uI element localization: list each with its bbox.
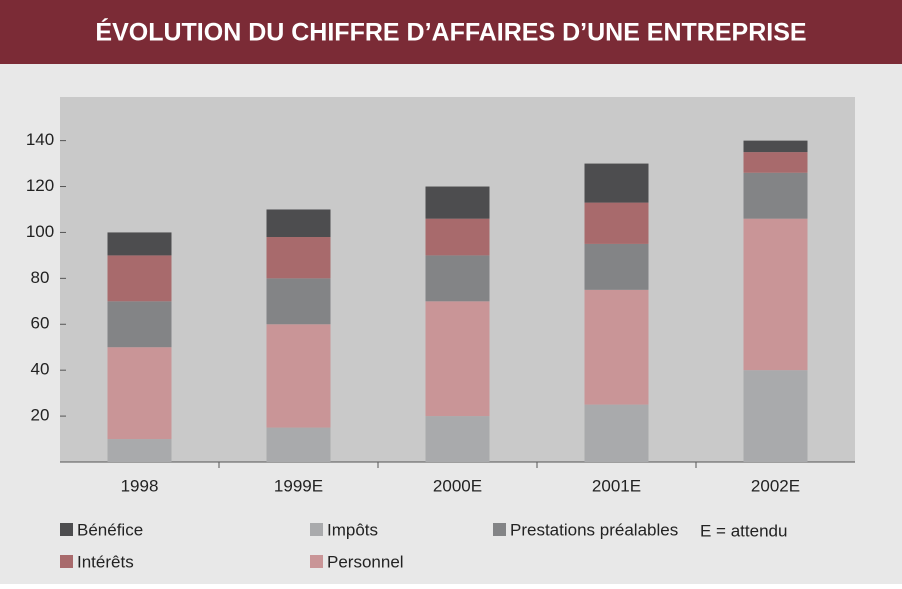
legend-swatch — [310, 523, 323, 536]
bar-segment — [107, 301, 172, 348]
bar-segment — [425, 186, 490, 219]
bar-segment — [266, 324, 331, 428]
bar-segment — [266, 278, 331, 325]
legend-swatch — [60, 523, 73, 536]
bar-segment — [743, 140, 808, 153]
legend-label: Personnel — [327, 552, 404, 571]
x-tick-label: 1999E — [274, 476, 323, 495]
bar-segment — [743, 370, 808, 462]
bar-segment — [743, 218, 808, 371]
y-tick-label: 40 — [31, 360, 50, 379]
y-tick-label: 20 — [31, 406, 50, 425]
x-tick-label: 1998 — [121, 476, 159, 495]
y-tick-label: 120 — [26, 176, 54, 195]
title-banner — [0, 0, 902, 64]
x-tick-label: 2002E — [751, 476, 800, 495]
legend-swatch — [310, 555, 323, 568]
bar-segment — [584, 404, 649, 462]
bar-segment — [266, 427, 331, 462]
y-tick-label: 140 — [26, 130, 54, 149]
legend-swatch — [60, 555, 73, 568]
legend-label: Prestations préalables — [510, 520, 678, 539]
y-tick-label: 80 — [31, 268, 50, 287]
bar-segment — [425, 218, 490, 256]
x-tick-label: 2001E — [592, 476, 641, 495]
y-tick-label: 100 — [26, 222, 54, 241]
bar-segment — [743, 172, 808, 219]
bar-segment — [425, 301, 490, 417]
bar-segment — [743, 152, 808, 173]
bar-segment — [107, 232, 172, 256]
legend-label: Intérêts — [77, 552, 134, 571]
bar-segment — [584, 243, 649, 290]
legend-label: Bénéfice — [77, 520, 143, 539]
chart-title: ÉVOLUTION DU CHIFFRE D’AFFAIRES D’UNE EN… — [95, 18, 806, 47]
y-tick-label: 60 — [31, 314, 50, 333]
bar-segment — [584, 163, 649, 203]
annotation: E = attendu — [700, 521, 787, 540]
x-tick-label: 2000E — [433, 476, 482, 495]
bar-segment — [584, 202, 649, 244]
bar-segment — [107, 347, 172, 440]
bar-segment — [584, 289, 649, 405]
bar-segment — [425, 255, 490, 302]
bar-segment — [266, 209, 331, 238]
legend-swatch — [493, 523, 506, 536]
bar-segment — [425, 416, 490, 462]
bar-segment — [107, 255, 172, 302]
legend-label: Impôts — [327, 520, 378, 539]
bar-segment — [266, 237, 331, 279]
bar-segment — [107, 439, 172, 462]
